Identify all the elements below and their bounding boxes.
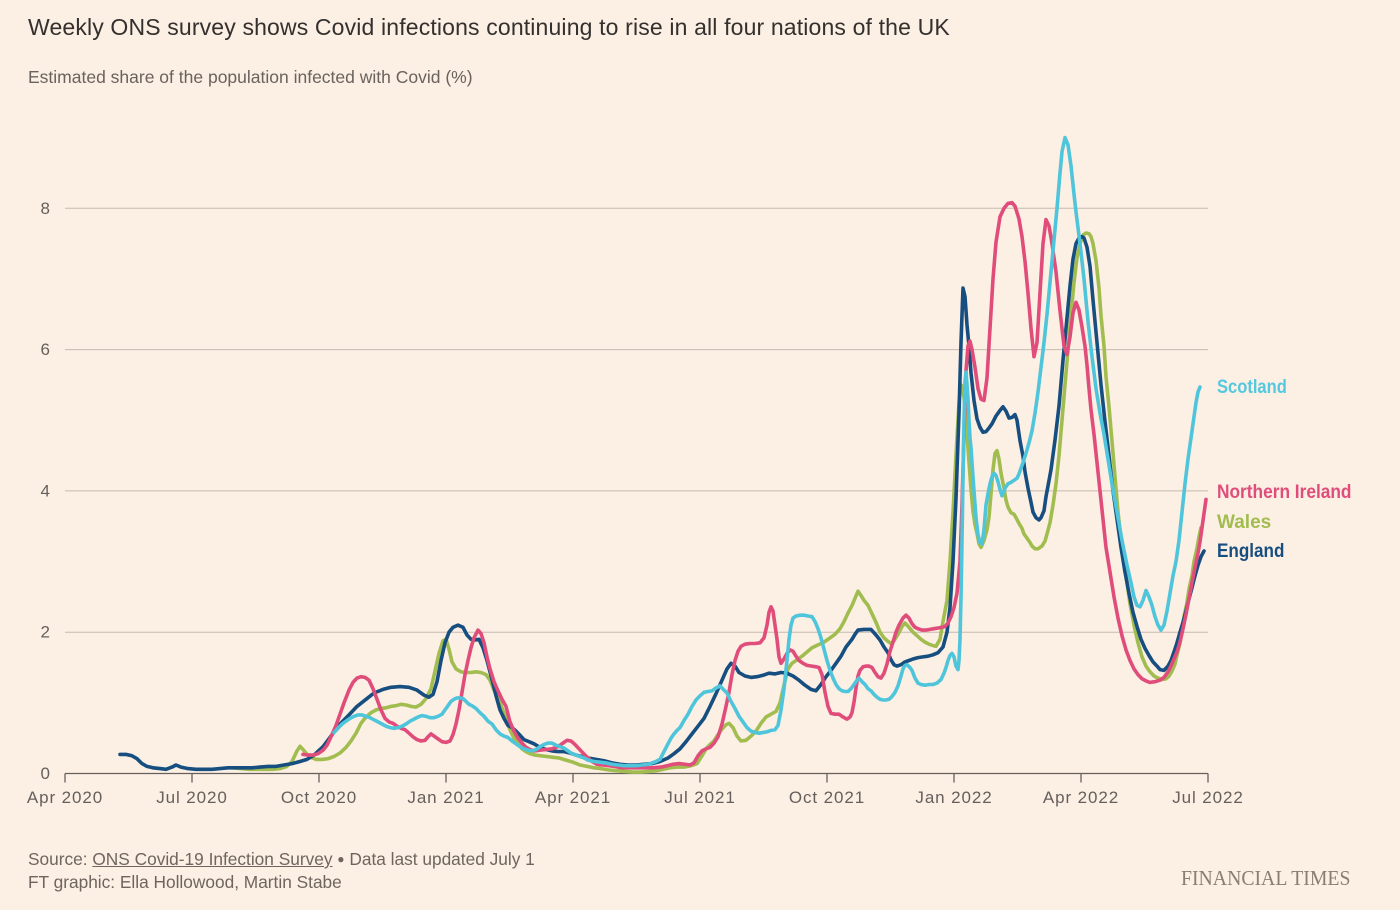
svg-text:6: 6 <box>41 340 50 359</box>
svg-text:Apr 2021: Apr 2021 <box>535 788 611 807</box>
svg-text:Jul 2020: Jul 2020 <box>156 788 227 807</box>
svg-text:Oct 2021: Oct 2021 <box>789 788 865 807</box>
svg-text:Apr 2022: Apr 2022 <box>1043 788 1119 807</box>
svg-text:Jan 2021: Jan 2021 <box>407 788 484 807</box>
svg-text:8: 8 <box>41 199 50 218</box>
svg-text:0: 0 <box>41 764 50 783</box>
svg-text:Jan 2022: Jan 2022 <box>915 788 992 807</box>
svg-text:4: 4 <box>41 481 50 500</box>
svg-text:Apr 2020: Apr 2020 <box>27 788 103 807</box>
svg-text:Oct 2020: Oct 2020 <box>281 788 357 807</box>
svg-text:Jul 2021: Jul 2021 <box>664 788 735 807</box>
svg-text:Jul 2022: Jul 2022 <box>1172 788 1243 807</box>
svg-text:2: 2 <box>41 623 50 642</box>
